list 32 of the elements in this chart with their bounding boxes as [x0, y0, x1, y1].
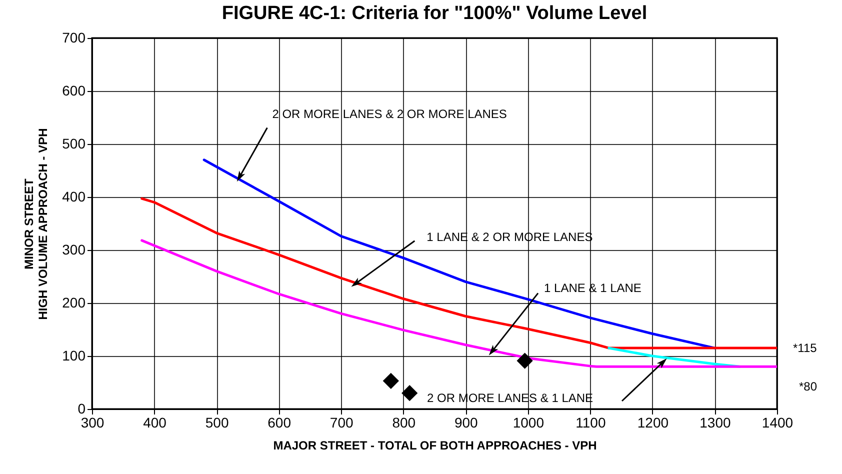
line-series	[140, 197, 777, 350]
x-tick-label: 400	[143, 414, 167, 430]
y-axis-title: MINOR STREET HIGH VOLUME APPROACH - VPH	[22, 128, 50, 320]
point	[382, 372, 399, 389]
x-tick-label: 700	[330, 414, 354, 430]
y-tick-label: 400	[62, 188, 86, 204]
x-tick-label: 600	[268, 414, 292, 430]
x-axis-title: MAJOR STREET - TOTAL OF BOTH APPROACHES - VPH	[273, 438, 597, 452]
line-series	[202, 158, 716, 350]
x-tick-label: 800	[392, 414, 416, 430]
x-tick-label: 1300	[700, 414, 732, 430]
annotation: *115	[793, 341, 818, 356]
y-tick-label: 600	[62, 82, 86, 98]
y-tick-label: 500	[62, 136, 86, 152]
x-tick-label: 900	[454, 414, 478, 430]
x-tick-label: 1000	[512, 414, 544, 430]
y-tick-label: 0	[78, 400, 86, 416]
annotation: *80	[799, 380, 818, 394]
x-tick-label: 300	[80, 414, 104, 430]
point	[402, 385, 418, 402]
x-tick-label: 1400	[762, 414, 794, 430]
y-tick-label: 700	[62, 30, 86, 46]
point	[516, 352, 533, 369]
chart-title: FIGURE 4C-1: Criteria for "100%" Volume Level	[222, 3, 648, 24]
x-tick-label: 500	[205, 414, 229, 430]
y-tick-label: 100	[62, 348, 86, 364]
line-series	[608, 346, 741, 368]
y-tick-label: 200	[62, 294, 86, 310]
y-tick-label: 300	[62, 242, 86, 258]
x-tick-label: 1100	[576, 414, 606, 430]
annotation: 2 OR MORE LANES & 2 OR MORE LANES	[272, 106, 507, 121]
x-tick-label: 1200	[637, 414, 669, 430]
